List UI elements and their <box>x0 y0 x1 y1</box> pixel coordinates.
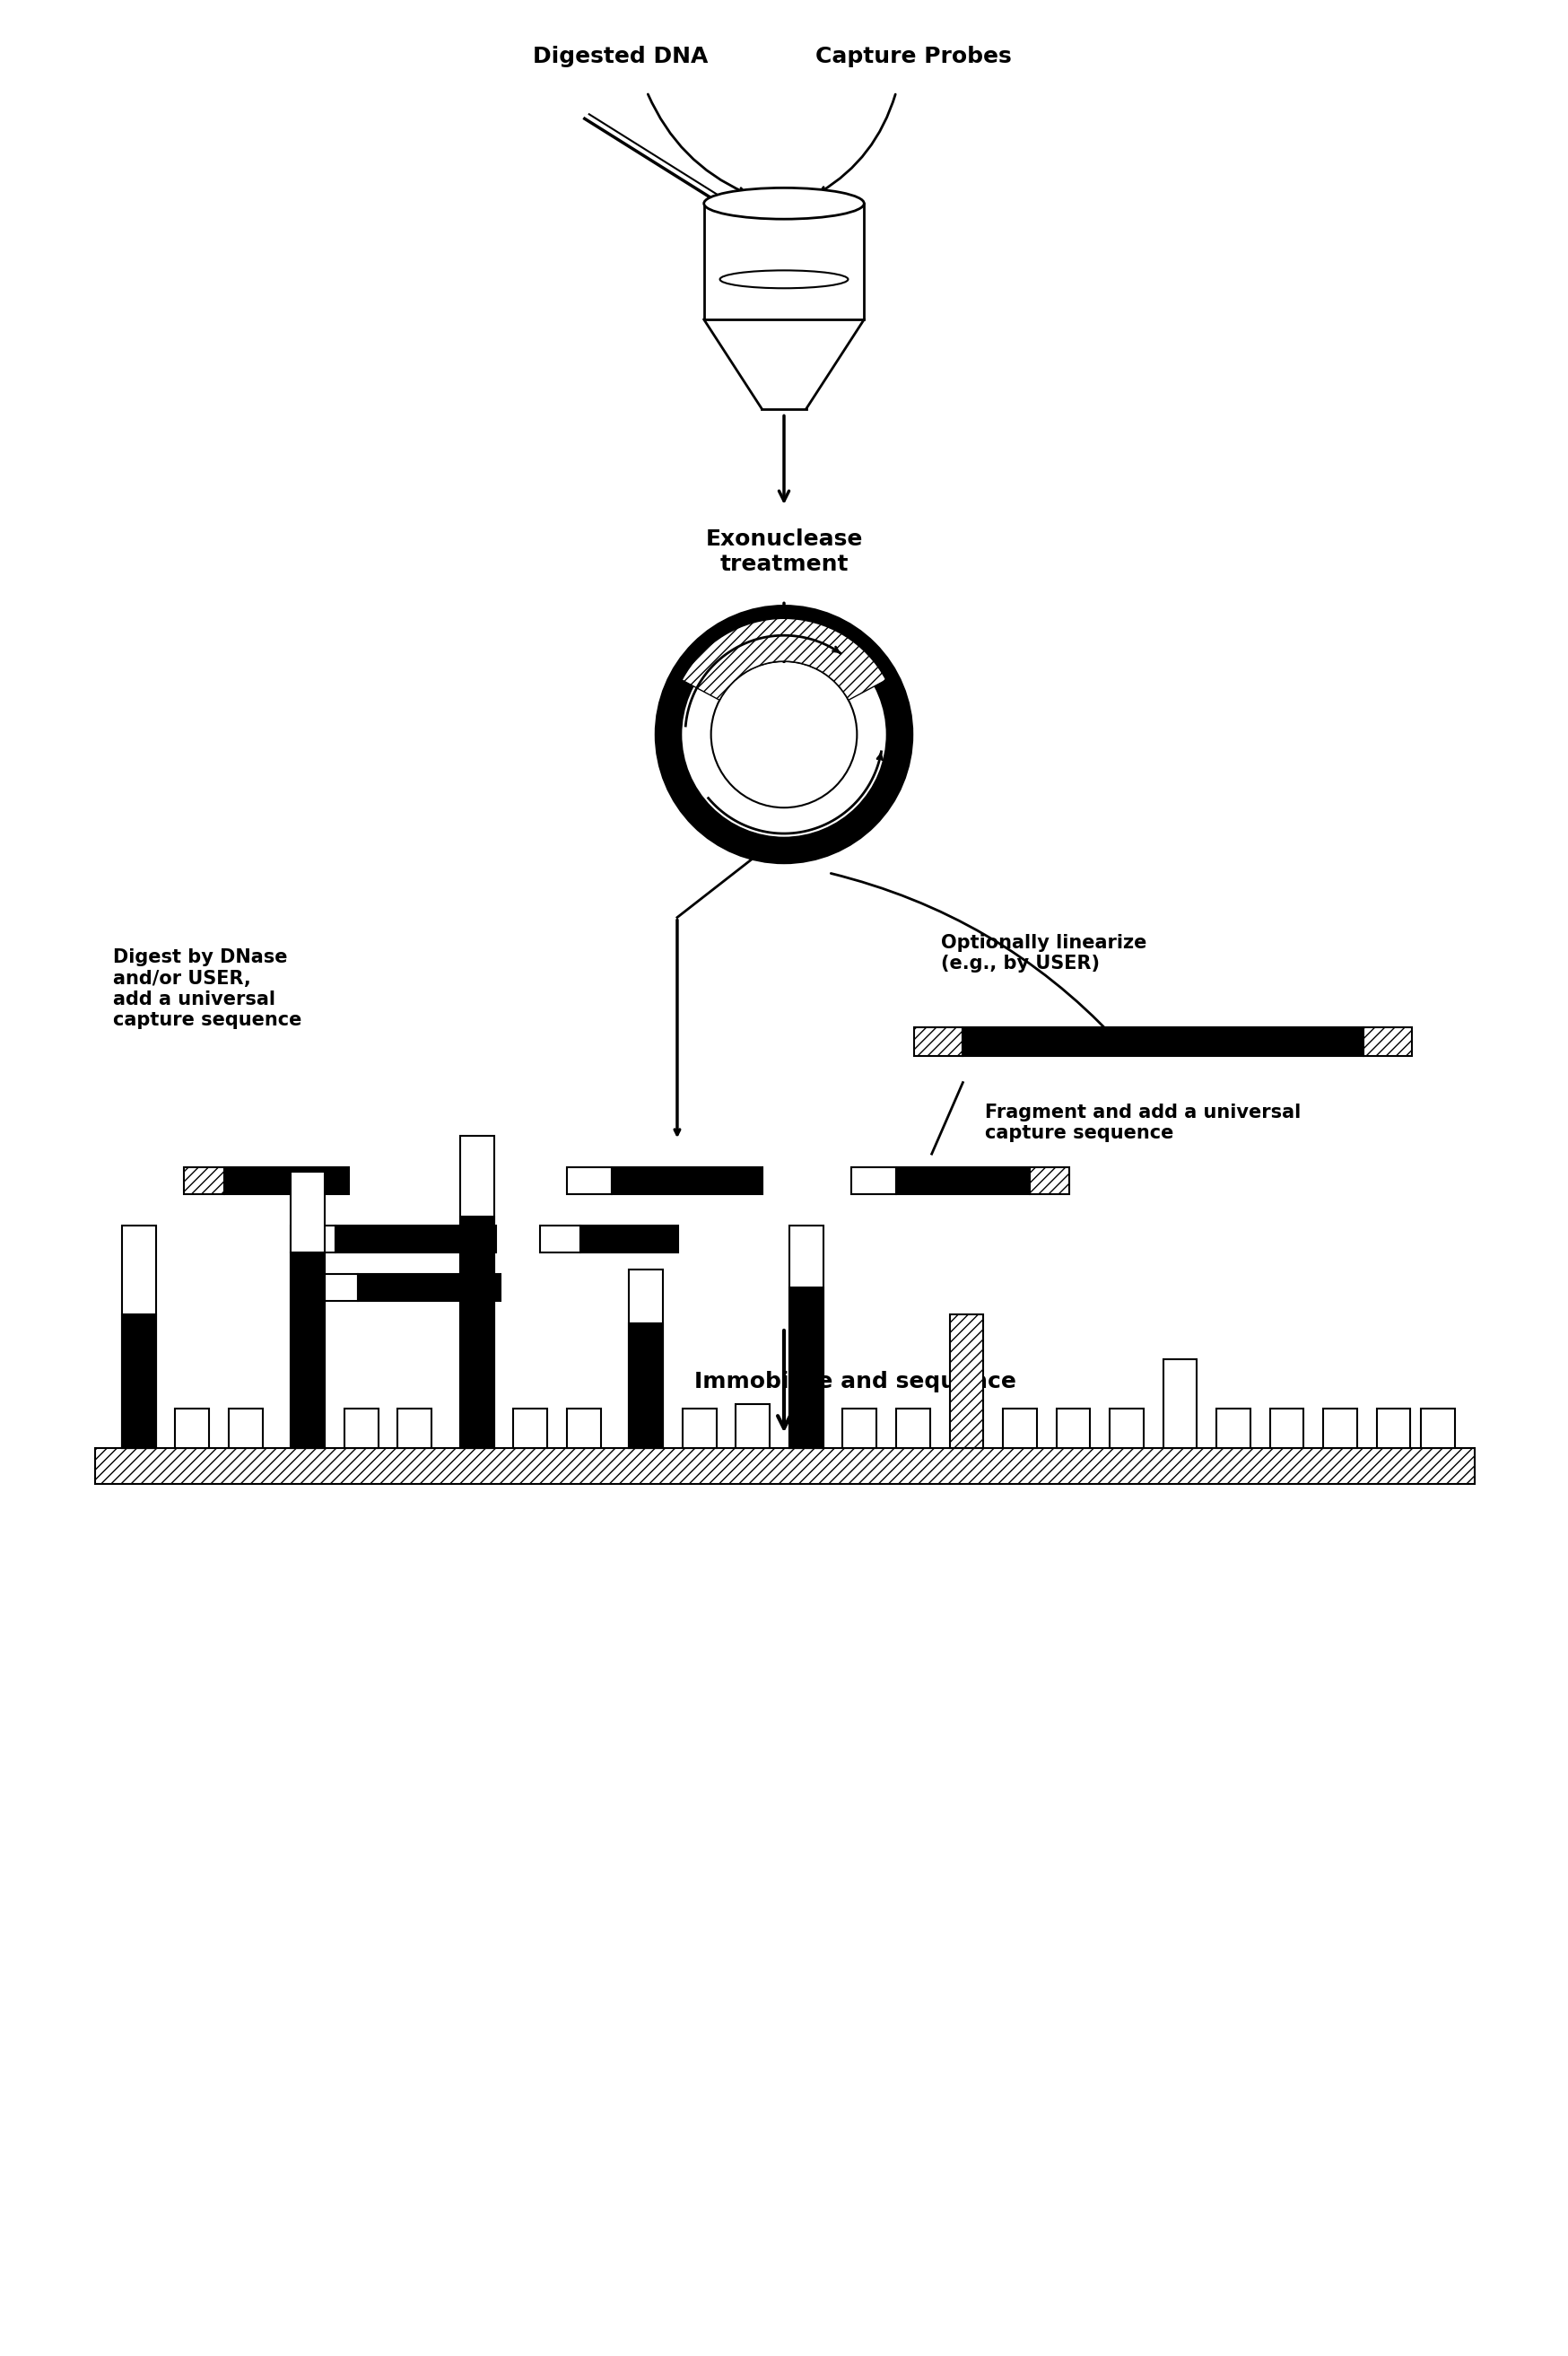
Text: Exonuclease
treatment: Exonuclease treatment <box>706 528 862 575</box>
Bar <box>1110 1409 1143 1449</box>
Bar <box>735 1404 770 1449</box>
Bar <box>358 1275 500 1301</box>
Bar <box>459 1136 494 1449</box>
Text: Immobilize and sequence: Immobilize and sequence <box>695 1371 1016 1392</box>
Bar <box>122 1315 155 1449</box>
Bar <box>336 1225 495 1251</box>
Text: Digested DNA: Digested DNA <box>533 45 707 66</box>
Bar <box>612 1166 762 1194</box>
Bar <box>122 1225 155 1449</box>
Bar <box>345 1409 378 1449</box>
Bar <box>897 1409 930 1449</box>
Bar <box>950 1315 983 1449</box>
Bar <box>398 1409 431 1449</box>
Circle shape <box>715 667 853 803</box>
Bar <box>1057 1409 1090 1449</box>
Text: Digest by DNase
and/or USER,
add a universal
capture sequence: Digest by DNase and/or USER, add a unive… <box>113 949 301 1030</box>
Bar <box>629 1270 663 1449</box>
Text: Optionally linearize
(e.g., by USER): Optionally linearize (e.g., by USER) <box>941 933 1146 973</box>
Bar <box>1421 1409 1455 1449</box>
Bar <box>789 1289 823 1449</box>
Bar <box>704 203 864 320</box>
Bar <box>459 1216 494 1449</box>
Bar <box>229 1409 262 1449</box>
Bar <box>292 1251 325 1449</box>
Bar <box>1270 1409 1303 1449</box>
Bar <box>789 1225 823 1449</box>
Bar <box>1217 1409 1250 1449</box>
Bar <box>1377 1409 1411 1449</box>
Bar <box>318 1275 358 1301</box>
Bar <box>842 1409 877 1449</box>
Bar <box>682 1409 717 1449</box>
Bar <box>1004 1409 1036 1449</box>
Bar <box>580 1225 677 1251</box>
Bar <box>513 1409 547 1449</box>
Bar <box>539 1225 580 1251</box>
Bar <box>1163 1359 1196 1449</box>
Text: Fragment and add a universal
capture sequence: Fragment and add a universal capture seq… <box>985 1103 1301 1143</box>
Bar <box>851 1166 897 1194</box>
Bar <box>183 1166 224 1194</box>
Bar <box>568 1409 601 1449</box>
Bar <box>629 1324 663 1449</box>
Bar <box>224 1166 348 1194</box>
Ellipse shape <box>704 188 864 219</box>
Bar <box>963 1027 1363 1055</box>
Bar <box>1363 1027 1413 1055</box>
Ellipse shape <box>720 271 848 287</box>
Text: Capture Probes: Capture Probes <box>815 45 1011 66</box>
Bar <box>568 1166 612 1194</box>
Bar <box>292 1225 336 1251</box>
Bar <box>914 1027 963 1055</box>
Bar <box>1030 1166 1069 1194</box>
Bar <box>1323 1409 1356 1449</box>
Bar <box>176 1409 209 1449</box>
Bar <box>96 1449 1474 1484</box>
Bar <box>897 1166 1030 1194</box>
Wedge shape <box>682 617 886 700</box>
Bar <box>292 1171 325 1449</box>
